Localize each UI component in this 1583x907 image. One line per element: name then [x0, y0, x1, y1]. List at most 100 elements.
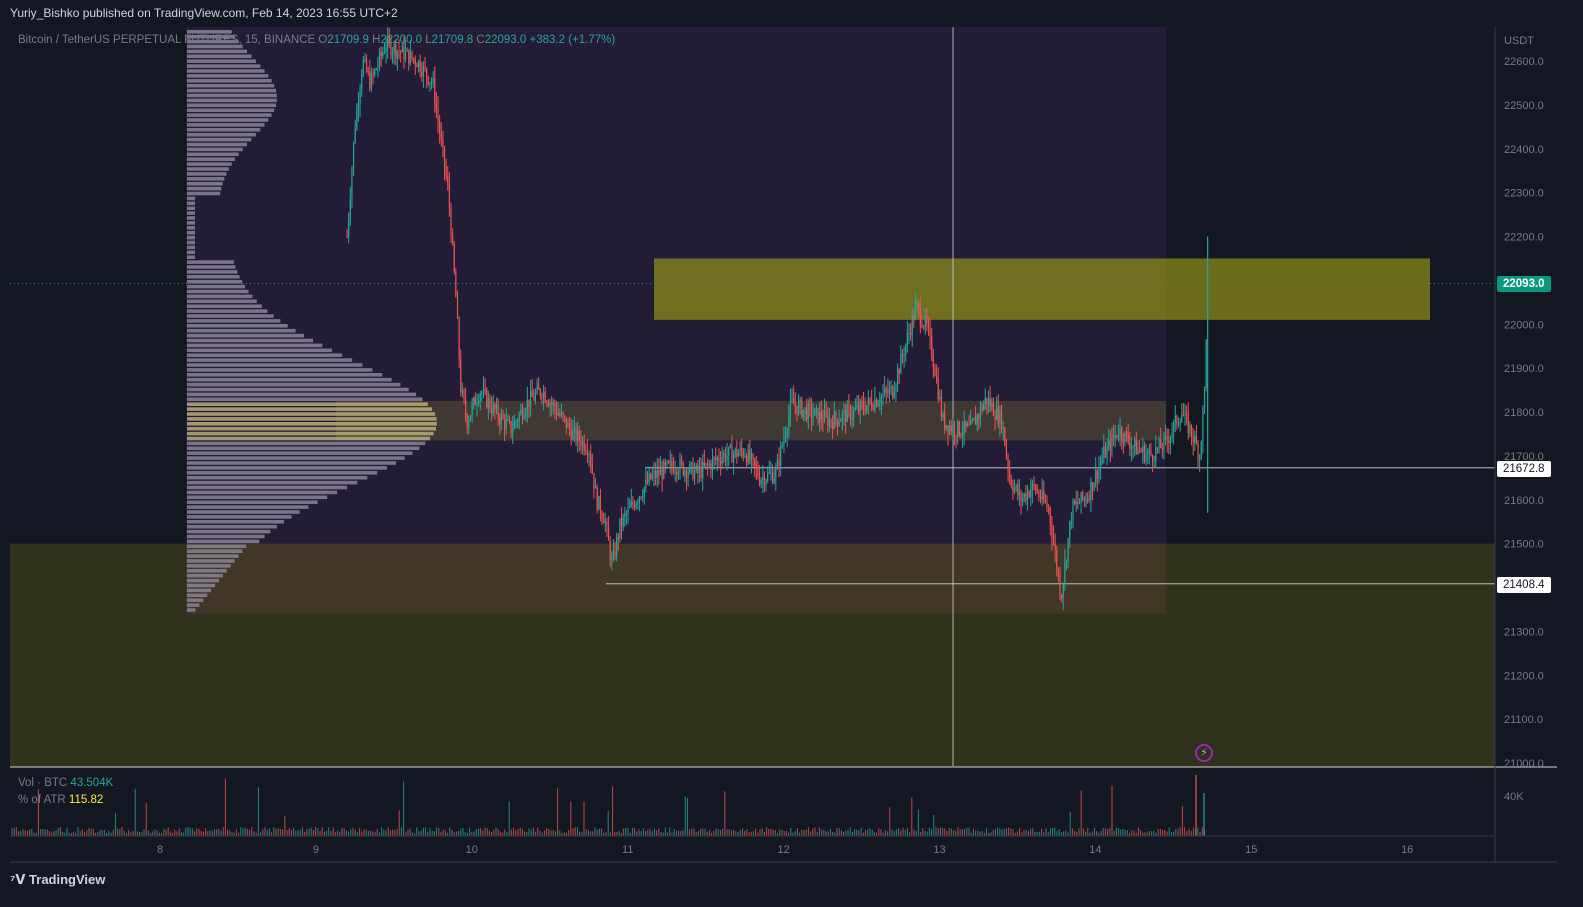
candle-body	[1106, 445, 1108, 458]
volume-profile-bar	[187, 402, 428, 406]
candle-body	[593, 473, 595, 489]
price-tick-label: 21100.0	[1504, 714, 1543, 726]
candle-body	[939, 397, 941, 400]
volume-profile-bar	[187, 324, 288, 328]
price-tick-label: 21200.0	[1504, 670, 1544, 682]
candle-body	[395, 43, 397, 58]
candle-body	[513, 421, 515, 429]
candle-body	[966, 423, 969, 427]
volume-profile-bar	[187, 69, 265, 73]
candle-body	[581, 440, 584, 447]
candle-body	[599, 496, 602, 514]
candle-body	[588, 453, 590, 455]
candle-body	[1004, 427, 1006, 446]
candle-body	[1166, 436, 1168, 441]
candle-body	[913, 315, 915, 320]
candle-body	[630, 501, 632, 507]
atr-label: % of ATR	[18, 794, 66, 806]
candle-body	[645, 479, 647, 488]
candle-body	[539, 389, 541, 396]
candle-body	[664, 462, 666, 465]
volume-tick-label: 40K	[1504, 791, 1524, 803]
price-tick-label: 21900.0	[1504, 363, 1544, 375]
candle-body	[1067, 538, 1069, 562]
candle-body	[555, 408, 558, 415]
candle-body	[375, 69, 377, 71]
close-value: 22093.0	[484, 34, 527, 46]
candle-body	[981, 406, 983, 411]
candle-body	[984, 397, 986, 405]
candle-body	[778, 459, 780, 466]
candle-body	[1130, 446, 1133, 449]
candle-body	[580, 440, 582, 447]
candle-body	[448, 183, 450, 208]
candle-body	[885, 388, 887, 392]
candle-body	[796, 406, 798, 414]
volume-profile-bar	[187, 83, 275, 88]
candle-body	[695, 465, 697, 471]
volume-profile-bar	[187, 191, 221, 196]
candle-body	[914, 304, 917, 320]
candle-body	[398, 50, 400, 52]
candle-body	[1005, 445, 1008, 457]
candle-body	[794, 404, 796, 407]
candle-body	[455, 271, 457, 298]
volume-profile-bar	[187, 598, 204, 602]
volume-profile-bar	[187, 338, 314, 343]
candle-body	[835, 412, 837, 420]
candle-body	[528, 399, 530, 407]
volume-profile-bar	[187, 270, 238, 274]
candle-body	[1085, 498, 1087, 501]
price-tick-label: 21300.0	[1504, 626, 1544, 638]
candle-body	[1023, 493, 1025, 498]
candle-body	[921, 323, 923, 327]
candle-body	[1044, 500, 1046, 503]
candle-body	[538, 386, 540, 390]
candle-body	[1098, 466, 1100, 479]
candle-body	[700, 467, 702, 479]
volume-profile-bar	[187, 588, 212, 593]
candle-body	[354, 128, 356, 143]
volume-profile-bar	[187, 177, 225, 181]
candle-body	[367, 71, 369, 73]
high-label: H	[372, 34, 381, 46]
candle-body	[1009, 469, 1011, 480]
candle-body	[570, 428, 572, 440]
time-tick-label: 13	[933, 844, 945, 856]
volume-profile-bar	[187, 123, 265, 127]
volume-profile-bar	[187, 167, 229, 171]
candle-body	[898, 370, 900, 374]
candle-body	[970, 421, 972, 425]
volume-profile-bar	[187, 128, 261, 132]
candle-body	[952, 425, 954, 432]
candle-body	[1091, 482, 1094, 491]
candle-body	[1070, 520, 1072, 522]
volume-profile-bar	[187, 392, 417, 397]
candle-body	[1065, 561, 1068, 563]
candle-body	[858, 405, 860, 412]
candle-body	[698, 467, 701, 474]
candle-body	[1190, 425, 1193, 437]
candle-body	[877, 403, 879, 407]
candle-body	[413, 58, 415, 60]
candle-body	[760, 480, 762, 484]
candle-body	[1017, 485, 1019, 496]
volume-profile-bar	[187, 426, 436, 431]
close-label: C	[476, 34, 485, 46]
candle-body	[692, 462, 694, 480]
candle-body	[1179, 421, 1181, 423]
candle-body	[516, 421, 519, 423]
candle-body	[862, 402, 865, 409]
volume-profile-bar	[187, 387, 409, 392]
candle-body	[1129, 441, 1131, 449]
tradingview-logo[interactable]: ⁷ᐯ TradingView	[10, 872, 105, 888]
candle-body	[1116, 435, 1118, 437]
lightning-icon[interactable]: ⚡	[1195, 744, 1213, 762]
candle-body	[460, 359, 462, 393]
candle-body	[429, 82, 431, 84]
candle-body	[1093, 483, 1095, 491]
vol-label: Vol · BTC	[18, 777, 68, 789]
candle-body	[702, 462, 704, 479]
candle-body	[369, 71, 371, 89]
